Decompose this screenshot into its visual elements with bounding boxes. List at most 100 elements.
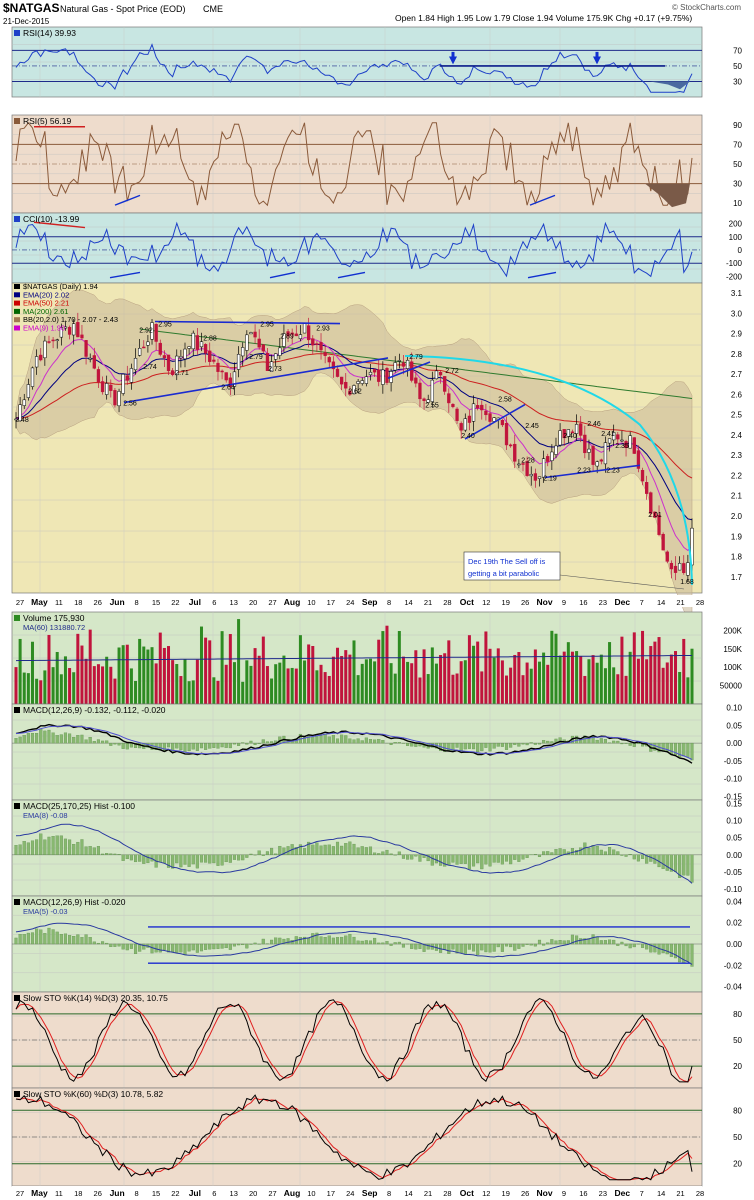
cci-trendline-blue [527,271,557,279]
x-tick-label: 8 [134,1189,138,1198]
macd3-hist-bar [344,935,348,945]
candle-body [18,404,22,422]
macd2-hist-bar [504,854,509,862]
price-point-label: 2.92 [139,328,153,335]
macd2-hist-bar [682,854,686,876]
rsi5-line [15,121,693,207]
macd1-label: MACD(12,26,9) -0.132, -0.112, -0.020 [23,705,166,715]
macd2-hist-bar [138,854,142,862]
macd1-hist-bar [55,735,59,744]
macd1-hist-bar [125,742,129,750]
candle-body [426,399,430,403]
candle-body [517,463,521,466]
volume-bar [488,648,492,704]
price-point-label: 2.79 [249,354,263,361]
legend-swatch [14,325,20,331]
candle-body [249,332,253,335]
cci-trendline-blue [109,271,141,279]
y-tick-label: 200 [729,220,743,229]
macd1-hist-bar [587,738,591,744]
volume-bar [583,675,587,704]
macd2-hist-bar [533,854,537,856]
candle-body [191,332,195,350]
x-tick-label: 27 [16,598,24,607]
macd3-hist-bar [96,942,100,945]
macd3-hist-bar [315,932,319,945]
macd2-hist-bar [30,840,35,856]
candle-body [105,383,109,395]
macd3-hist-bar [546,942,550,945]
series-swatch [14,216,20,222]
macd1-hist-bar [690,742,694,761]
macd3-hist-bar [612,939,616,945]
macd2-hist-bar [356,847,360,856]
macd2-hist-bar [542,851,546,856]
macd2-hist-bar [595,845,599,856]
macd1-hist-bar [377,739,381,744]
macd2-hist-bar [113,853,117,856]
candle-body [55,339,59,341]
candle-body [533,473,538,481]
candle-body [368,371,373,376]
macd3-hist-bar [459,943,463,954]
macd3-hist-bar [550,939,554,945]
macd2-hist-bar [228,854,232,863]
volume-bar [348,654,352,704]
x-tick-label: 19 [502,598,510,607]
macd2-hist-bar [451,854,455,863]
macd3-hist-bar [575,935,579,945]
volume-bar [253,648,257,704]
candle-body [327,357,331,363]
macd3-sub-label: EMA(5) -0.03 [23,907,68,916]
macd2-hist-bar [550,852,554,856]
symbol-title: $NATGAS [3,1,59,15]
macd1-hist-bar [517,742,521,747]
candle-body [311,338,315,346]
x-tick-label: Aug [284,1188,301,1198]
chart-header: $NATGAS Natural Gas - Spot Price (EOD) C… [3,1,741,26]
macd2-hist-bar [620,854,624,856]
macd3-hist-bar [18,934,22,945]
x-tick-label: May [31,1188,48,1198]
volume-bar [84,658,88,704]
cci-trendline-red [33,221,86,229]
volume-bar [232,662,236,704]
macd1-hist-bar [550,741,554,744]
macd1-hist-bar [179,742,183,751]
candle-body [142,346,146,349]
macd1-hist-bar [257,742,261,744]
macd1-hist-bar [237,742,241,746]
y-tick-label: 100 [729,233,743,242]
volume-bar [682,638,686,704]
macd3-hist-bar [678,943,682,963]
x-tick-label: 21 [676,598,684,607]
macd2-hist-bar [352,843,356,856]
macd3-hist-bar [348,933,352,945]
macd2-hist-bar [84,846,88,856]
macd3-hist-bar [377,942,381,945]
y-tick-label: 0.00 [726,739,742,748]
macd3-hist-bar [319,936,323,945]
macd1-hist-bar [59,734,63,744]
volume-bar [14,667,18,704]
x-tick-label: 23 [599,1189,607,1198]
volume-bar [628,651,632,704]
macd3-hist-bar [298,937,302,945]
macd2-hist-bar [47,836,51,856]
macd3-hist-bar [373,937,377,945]
volume-bar [389,663,393,704]
macd2-hist-bar [492,854,496,863]
candle-body [129,368,134,383]
volume-bar [410,663,414,704]
y-tick-label: 80 [733,1106,742,1115]
x-tick-label: 6 [212,598,216,607]
macd2-hist-bar [645,854,649,864]
y-tick-label: -100 [726,259,743,268]
macd3-hist-bar [665,943,669,955]
price-panel: 2.482.562.742.922.952.712.882.642.792.95… [11,282,743,619]
legend-entry: EMA(9) 1.90 [23,324,65,333]
volume-bar [92,666,96,704]
macd2-signal-line [15,823,693,884]
macd3-hist-bar [171,943,175,953]
